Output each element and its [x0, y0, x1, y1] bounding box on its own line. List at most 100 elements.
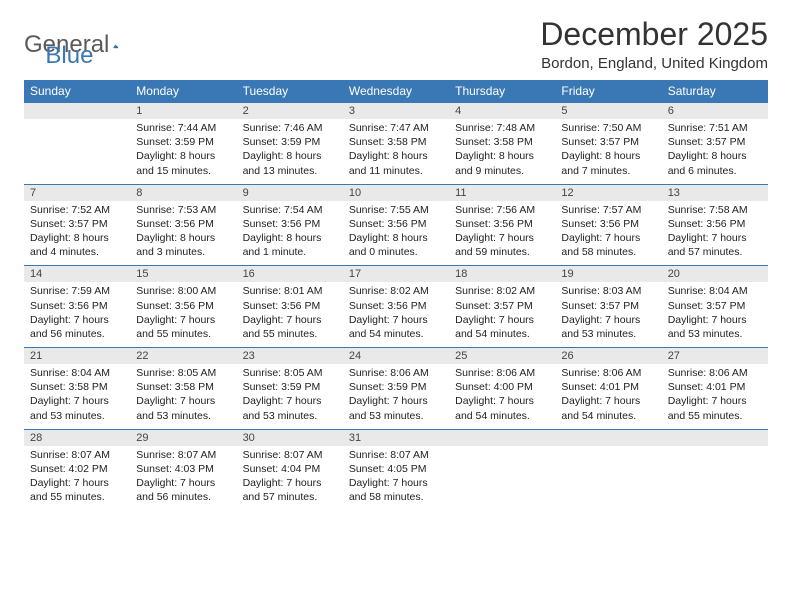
sunset-line: Sunset: 3:56 PM	[243, 299, 337, 313]
sunset-line: Sunset: 4:05 PM	[349, 462, 443, 476]
sunset-line: Sunset: 3:59 PM	[136, 135, 230, 149]
sunrise-line: Sunrise: 7:55 AM	[349, 203, 443, 217]
daylight-line: Daylight: 8 hours and 13 minutes.	[243, 149, 337, 177]
daylight-line: Daylight: 8 hours and 3 minutes.	[136, 231, 230, 259]
sunset-line: Sunset: 3:56 PM	[561, 217, 655, 231]
day-detail-cell	[24, 119, 130, 184]
sunrise-line: Sunrise: 7:47 AM	[349, 121, 443, 135]
day-detail-cell: Sunrise: 8:07 AMSunset: 4:02 PMDaylight:…	[24, 446, 130, 511]
sunset-line: Sunset: 3:57 PM	[668, 135, 762, 149]
day-detail-cell: Sunrise: 7:46 AMSunset: 3:59 PMDaylight:…	[237, 119, 343, 184]
day-detail-cell: Sunrise: 7:55 AMSunset: 3:56 PMDaylight:…	[343, 201, 449, 266]
day-detail-cell: Sunrise: 8:07 AMSunset: 4:04 PMDaylight:…	[237, 446, 343, 511]
day-number-cell: 4	[449, 103, 555, 120]
sunrise-line: Sunrise: 8:07 AM	[136, 448, 230, 462]
sunrise-line: Sunrise: 8:03 AM	[561, 284, 655, 298]
day-header: Monday	[130, 80, 236, 103]
sunrise-line: Sunrise: 8:04 AM	[668, 284, 762, 298]
day-detail-row: Sunrise: 7:52 AMSunset: 3:57 PMDaylight:…	[24, 201, 768, 266]
day-detail-cell: Sunrise: 8:04 AMSunset: 3:57 PMDaylight:…	[662, 282, 768, 347]
sunset-line: Sunset: 3:58 PM	[455, 135, 549, 149]
daylight-line: Daylight: 7 hours and 57 minutes.	[668, 231, 762, 259]
sunrise-line: Sunrise: 7:57 AM	[561, 203, 655, 217]
day-number-cell: 23	[237, 348, 343, 365]
sunrise-line: Sunrise: 7:59 AM	[30, 284, 124, 298]
daylight-line: Daylight: 7 hours and 56 minutes.	[30, 313, 124, 341]
day-number-cell: 21	[24, 348, 130, 365]
day-number-cell	[662, 429, 768, 446]
sunrise-line: Sunrise: 8:07 AM	[349, 448, 443, 462]
day-number-cell: 20	[662, 266, 768, 283]
sunset-line: Sunset: 3:56 PM	[349, 299, 443, 313]
day-detail-cell: Sunrise: 7:56 AMSunset: 3:56 PMDaylight:…	[449, 201, 555, 266]
day-number-cell	[449, 429, 555, 446]
sunrise-line: Sunrise: 8:07 AM	[30, 448, 124, 462]
day-number-cell: 28	[24, 429, 130, 446]
day-number-cell	[555, 429, 661, 446]
sunset-line: Sunset: 4:04 PM	[243, 462, 337, 476]
day-detail-cell: Sunrise: 7:58 AMSunset: 3:56 PMDaylight:…	[662, 201, 768, 266]
sunset-line: Sunset: 3:58 PM	[136, 380, 230, 394]
daylight-line: Daylight: 8 hours and 11 minutes.	[349, 149, 443, 177]
sunset-line: Sunset: 3:56 PM	[30, 299, 124, 313]
daylight-line: Daylight: 7 hours and 53 minutes.	[668, 313, 762, 341]
sunrise-line: Sunrise: 8:06 AM	[561, 366, 655, 380]
daylight-line: Daylight: 7 hours and 53 minutes.	[349, 394, 443, 422]
day-header: Wednesday	[343, 80, 449, 103]
logo: General Blue	[24, 16, 93, 70]
day-detail-cell: Sunrise: 8:06 AMSunset: 3:59 PMDaylight:…	[343, 364, 449, 429]
daylight-line: Daylight: 8 hours and 7 minutes.	[561, 149, 655, 177]
day-header: Thursday	[449, 80, 555, 103]
day-detail-cell: Sunrise: 7:54 AMSunset: 3:56 PMDaylight:…	[237, 201, 343, 266]
sunrise-line: Sunrise: 7:58 AM	[668, 203, 762, 217]
daylight-line: Daylight: 7 hours and 54 minutes.	[561, 394, 655, 422]
sunset-line: Sunset: 4:00 PM	[455, 380, 549, 394]
day-header: Saturday	[662, 80, 768, 103]
day-detail-row: Sunrise: 7:44 AMSunset: 3:59 PMDaylight:…	[24, 119, 768, 184]
sunset-line: Sunset: 3:56 PM	[349, 217, 443, 231]
daylight-line: Daylight: 7 hours and 58 minutes.	[349, 476, 443, 504]
sunrise-line: Sunrise: 7:54 AM	[243, 203, 337, 217]
calendar-table: Sunday Monday Tuesday Wednesday Thursday…	[24, 80, 768, 510]
daylight-line: Daylight: 7 hours and 54 minutes.	[455, 313, 549, 341]
daylight-line: Daylight: 8 hours and 15 minutes.	[136, 149, 230, 177]
day-number-cell: 17	[343, 266, 449, 283]
sunrise-line: Sunrise: 8:02 AM	[455, 284, 549, 298]
day-detail-cell: Sunrise: 7:51 AMSunset: 3:57 PMDaylight:…	[662, 119, 768, 184]
sunrise-line: Sunrise: 8:06 AM	[349, 366, 443, 380]
day-detail-cell: Sunrise: 8:07 AMSunset: 4:05 PMDaylight:…	[343, 446, 449, 511]
day-number-cell: 11	[449, 184, 555, 201]
day-detail-cell: Sunrise: 7:50 AMSunset: 3:57 PMDaylight:…	[555, 119, 661, 184]
sunrise-line: Sunrise: 7:53 AM	[136, 203, 230, 217]
day-number-row: 123456	[24, 103, 768, 120]
logo-triangle-icon	[113, 37, 118, 55]
sunset-line: Sunset: 3:59 PM	[349, 380, 443, 394]
sunrise-line: Sunrise: 7:48 AM	[455, 121, 549, 135]
sunset-line: Sunset: 3:58 PM	[349, 135, 443, 149]
sunrise-line: Sunrise: 7:50 AM	[561, 121, 655, 135]
day-detail-cell: Sunrise: 8:02 AMSunset: 3:57 PMDaylight:…	[449, 282, 555, 347]
day-number-cell: 15	[130, 266, 236, 283]
day-header: Friday	[555, 80, 661, 103]
day-number-cell: 30	[237, 429, 343, 446]
day-detail-row: Sunrise: 8:04 AMSunset: 3:58 PMDaylight:…	[24, 364, 768, 429]
sunset-line: Sunset: 3:57 PM	[561, 299, 655, 313]
day-header: Sunday	[24, 80, 130, 103]
day-number-cell: 3	[343, 103, 449, 120]
daylight-line: Daylight: 8 hours and 4 minutes.	[30, 231, 124, 259]
day-detail-cell: Sunrise: 8:02 AMSunset: 3:56 PMDaylight:…	[343, 282, 449, 347]
sunset-line: Sunset: 3:57 PM	[668, 299, 762, 313]
day-detail-cell: Sunrise: 8:07 AMSunset: 4:03 PMDaylight:…	[130, 446, 236, 511]
day-detail-row: Sunrise: 8:07 AMSunset: 4:02 PMDaylight:…	[24, 446, 768, 511]
day-number-cell: 12	[555, 184, 661, 201]
day-number-cell: 31	[343, 429, 449, 446]
sunrise-line: Sunrise: 8:05 AM	[243, 366, 337, 380]
sunset-line: Sunset: 3:57 PM	[30, 217, 124, 231]
day-detail-cell: Sunrise: 8:06 AMSunset: 4:01 PMDaylight:…	[662, 364, 768, 429]
daylight-line: Daylight: 7 hours and 55 minutes.	[136, 313, 230, 341]
day-number-cell: 14	[24, 266, 130, 283]
day-number-cell: 7	[24, 184, 130, 201]
daylight-line: Daylight: 7 hours and 59 minutes.	[455, 231, 549, 259]
day-detail-cell: Sunrise: 7:57 AMSunset: 3:56 PMDaylight:…	[555, 201, 661, 266]
day-number-cell: 5	[555, 103, 661, 120]
